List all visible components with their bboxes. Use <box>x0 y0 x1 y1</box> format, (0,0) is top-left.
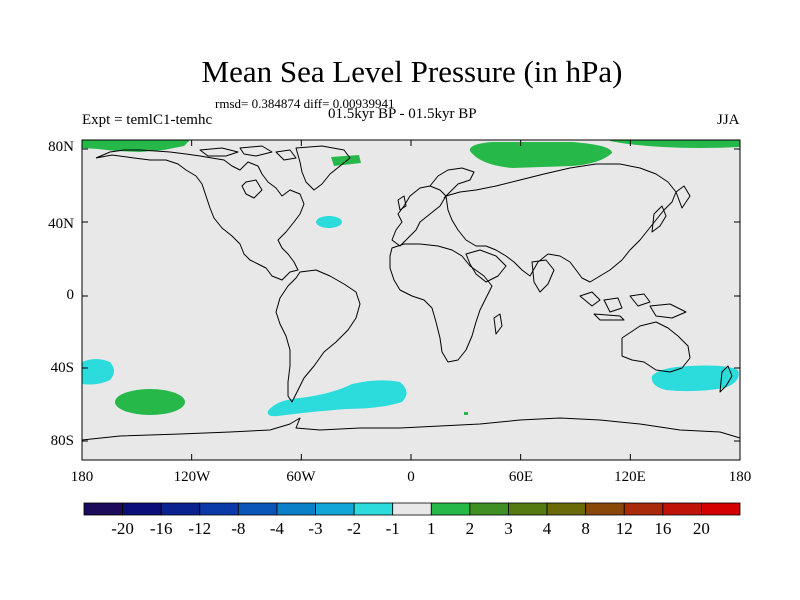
colorbar-label-0: -20 <box>111 519 134 538</box>
lon-tick-label-60e: 60E <box>508 469 534 485</box>
colorbar-label-3: -8 <box>231 519 246 538</box>
colorbar-swatch-2 <box>160 502 201 516</box>
coastline-new-zealand <box>719 365 733 393</box>
lat-tick-label-40s: 40S <box>50 360 74 376</box>
experiment-label: Expt = temlC1-temhc <box>82 112 213 128</box>
colorbar-swatch-16 <box>701 502 741 516</box>
coastline-arctic-islands <box>199 145 297 161</box>
coastline-north-america <box>95 149 305 281</box>
colorbar-swatch-12 <box>546 502 587 516</box>
coastline-british-isles <box>397 195 407 211</box>
coastline-asia <box>445 163 677 283</box>
colorbar-label-15: 20 <box>692 519 710 538</box>
season-label: JJA <box>717 112 740 128</box>
pressure-anomaly-fields <box>82 140 740 417</box>
colorbar-swatch-14 <box>623 502 664 516</box>
coastline-japan <box>651 205 667 233</box>
lon-tick-label-120e: 120E <box>614 469 646 485</box>
lat-tick-label-40n: 40N <box>48 216 74 232</box>
colorbar-label-8: 1 <box>427 519 436 538</box>
colorbar-label-4: -4 <box>269 519 285 538</box>
colorbar-swatch-1 <box>122 502 162 516</box>
coastline-kamchatka <box>675 185 691 209</box>
colorbar-label-10: 3 <box>504 519 513 538</box>
world-map <box>81 139 741 461</box>
colorbar-swatch-15 <box>662 502 702 516</box>
coastline-scandinavia <box>429 167 475 199</box>
colorbar-label-14: 16 <box>654 519 672 538</box>
anomaly-region-greenland <box>331 155 361 166</box>
lat-tick-label-0: 0 <box>66 287 75 303</box>
anomaly-region-arctic-pacific <box>82 140 190 152</box>
period-label: 01.5kyr BP - 01.5kyr BP <box>328 106 477 122</box>
colorbar-swatch-7 <box>353 502 394 516</box>
colorbar-label-6: -2 <box>347 519 362 538</box>
colorbar-label-5: -3 <box>308 519 323 538</box>
colorbar-label-2: -12 <box>188 519 212 538</box>
rmsd-diff-stats: rmsd= 0.384874 diff= 0.00939941 <box>215 96 395 111</box>
colorbar-swatch-0 <box>83 502 123 516</box>
colorbar-swatch-3 <box>199 502 239 516</box>
coastline-india <box>531 259 555 293</box>
lon-tick-label-60w: 60W <box>286 469 316 485</box>
colorbar-swatch-10 <box>469 502 509 516</box>
colorbar-swatch-13 <box>585 502 625 516</box>
anomaly-region-south-pacific <box>115 389 185 415</box>
map-title: Mean Sea Level Pressure (in hPa) <box>201 54 623 89</box>
coastline-indonesia <box>579 291 651 321</box>
axis-ticks <box>81 140 741 460</box>
coastline-south-america <box>275 269 361 403</box>
colorbar-swatch-9 <box>430 502 471 516</box>
lon-tick-label-0: 0 <box>407 469 415 485</box>
colorbar-label-13: 12 <box>615 519 633 538</box>
anomaly-region-arctic-siberia <box>469 142 612 168</box>
coastline-arabia <box>465 249 507 283</box>
lon-tick-label-180w: 180 <box>70 469 94 485</box>
colorbar-swatch-5 <box>276 502 316 516</box>
anomaly-region-australia <box>651 365 739 392</box>
colorbar-label-9: 2 <box>465 519 475 538</box>
coastline-new-guinea <box>649 303 687 319</box>
lon-tick-label-180e: 180 <box>728 469 752 485</box>
colorbar-label-11: 4 <box>542 519 552 538</box>
colorbar-swatch-11 <box>508 502 548 516</box>
colorbar-swatch-8 <box>392 502 432 516</box>
coastline-africa <box>389 243 493 363</box>
anomaly-region-north-atlantic <box>316 216 342 228</box>
coastline-hudson-bay <box>241 179 263 199</box>
colorbar-swatch-4 <box>237 502 278 516</box>
coastline-madagascar <box>493 313 503 335</box>
colorbar-label-12: 8 <box>581 519 590 538</box>
colorbar-label-1: -16 <box>149 519 173 538</box>
lon-tick-label-120w: 120W <box>173 469 211 485</box>
anomaly-region-south-atlantic <box>267 380 407 417</box>
anomaly-region-south-pacific-west <box>82 359 114 385</box>
anomaly-region-southern-ocean-spot <box>464 412 468 415</box>
anomaly-region-arctic-east <box>610 140 740 148</box>
colorbar-swatch-6 <box>315 502 355 516</box>
coastline-antarctica <box>81 417 741 441</box>
lat-tick-label-80n: 80N <box>48 139 74 155</box>
coastline-australia <box>621 321 691 373</box>
coastline-greenland <box>295 145 351 191</box>
lat-tick-label-80s: 80S <box>50 433 74 449</box>
coastlines <box>81 145 741 441</box>
colorbar-label-7: -1 <box>385 519 400 538</box>
map-background <box>82 140 740 460</box>
colorbar <box>83 502 741 516</box>
